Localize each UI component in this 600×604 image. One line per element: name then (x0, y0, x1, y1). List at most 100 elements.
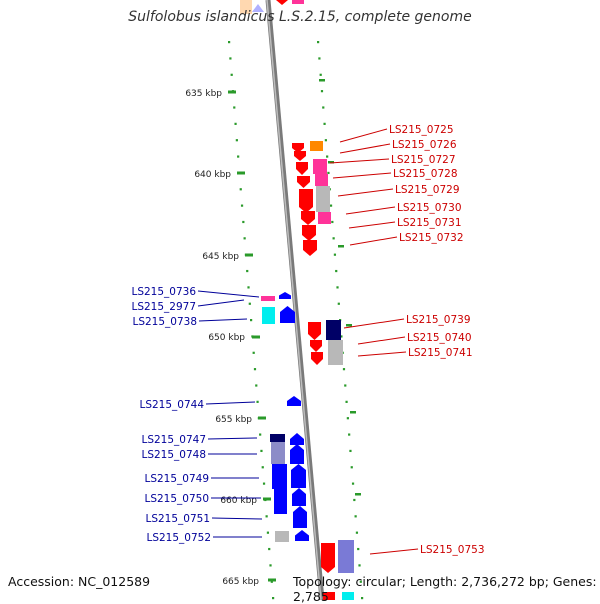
gene-box (342, 592, 354, 600)
track-dash (338, 245, 344, 248)
track-dot (235, 139, 238, 142)
track-dot (354, 515, 357, 518)
gene-label[interactable]: LS215_2977 (131, 301, 196, 313)
gene-label[interactable]: LS215_0729 (395, 184, 460, 196)
gene-box (292, 0, 304, 4)
track-dot (250, 319, 253, 322)
track-dot (324, 139, 327, 142)
gene-box (323, 592, 335, 600)
track-dot (261, 466, 264, 469)
gene-label[interactable]: LS215_0748 (141, 449, 206, 461)
track-dot (253, 368, 257, 371)
kbp-label: 635 kbp (185, 89, 222, 99)
gene-label[interactable]: LS215_0753 (420, 544, 485, 556)
gene-arrow-reverse (296, 162, 308, 175)
track-dot (350, 466, 353, 469)
gene-label[interactable]: LS215_0725 (389, 124, 454, 136)
genome-backbone (265, 0, 325, 601)
track-dot (240, 204, 244, 207)
gene-box (315, 174, 328, 186)
track-dot (337, 302, 340, 305)
gene-arrow-reverse (310, 340, 322, 352)
gene-arrow-forward (287, 396, 301, 406)
track-dot (259, 433, 262, 436)
gene-arrow (252, 4, 264, 12)
track-dot (319, 73, 322, 76)
track-dot (243, 237, 246, 240)
track-dot (237, 155, 240, 158)
track-dot (256, 400, 259, 403)
gene-label[interactable]: LS215_0732 (399, 232, 464, 244)
track-dot (349, 449, 352, 453)
label-leader-line (198, 318, 248, 322)
gene-label[interactable]: LS215_0744 (139, 399, 204, 411)
gene-box (326, 320, 341, 340)
gene-arrow-forward (280, 306, 295, 323)
gene-label[interactable]: LS215_0750 (144, 493, 209, 505)
track-dash (346, 324, 352, 327)
gene-label[interactable]: LS215_0730 (397, 202, 462, 214)
track-dot (348, 433, 351, 436)
gene-label[interactable]: LS215_0731 (397, 217, 462, 229)
genome-backbone-highlight (266, 0, 322, 601)
track-dot (320, 90, 324, 93)
kbp-tick-mark (228, 90, 236, 94)
gene-label[interactable]: LS215_0726 (392, 139, 457, 151)
track-dot (234, 122, 237, 125)
track-dot (345, 400, 348, 403)
gene-label[interactable]: LS215_0751 (145, 513, 210, 525)
gene-arrow-forward (290, 433, 304, 445)
gene-arrow-reverse (302, 225, 316, 241)
accession-label: Accession: NC_012589 (8, 574, 151, 589)
track-dot (230, 73, 233, 76)
track-dot (255, 384, 258, 387)
track-dot (318, 57, 321, 60)
label-leader-line (197, 290, 260, 298)
label-leader-line (205, 401, 256, 405)
gene-arrow-forward (290, 444, 304, 464)
gene-box (274, 489, 287, 514)
label-leader-line (345, 206, 396, 215)
kbp-tick-mark (245, 253, 253, 257)
label-leader-line (349, 236, 398, 246)
track-dot (270, 580, 273, 583)
label-leader-line (369, 548, 419, 555)
label-leader-line (343, 318, 405, 329)
track-dot (265, 515, 268, 518)
track-dot (327, 171, 330, 175)
track-dot (266, 531, 270, 534)
gene-box (271, 442, 285, 464)
gene-arrow-reverse (294, 151, 306, 161)
gene-box (313, 159, 327, 174)
gene-label[interactable]: LS215_0752 (146, 532, 211, 544)
gene-arrow-forward (279, 292, 291, 299)
gene-label[interactable]: LS215_0728 (393, 168, 458, 180)
track-dot (252, 351, 255, 354)
gene-box (318, 212, 331, 224)
track-dot (322, 106, 325, 109)
track-dot (268, 547, 271, 551)
gene-label[interactable]: LS215_0741 (408, 347, 473, 359)
track-dot (326, 155, 329, 158)
gene-label[interactable]: LS215_0738 (132, 316, 197, 328)
gene-label[interactable]: LS215_0739 (406, 314, 471, 326)
track-dot (336, 286, 339, 289)
gene-label[interactable]: LS215_0747 (141, 434, 206, 446)
gene-label[interactable]: LS215_0736 (131, 286, 196, 298)
kbp-label: 665 kbp (222, 577, 259, 587)
gene-label[interactable]: LS215_0749 (144, 473, 209, 485)
track-dot (260, 449, 263, 453)
label-leader-line (197, 299, 245, 307)
gene-label[interactable]: LS215_0727 (391, 154, 456, 166)
label-leader-line (339, 128, 388, 143)
track-dot (333, 253, 337, 256)
gene-box (328, 340, 343, 365)
gene-box (261, 296, 275, 301)
gene-label[interactable]: LS215_0740 (407, 332, 472, 344)
track-dot (239, 188, 242, 191)
kbp-tick-mark (258, 416, 266, 420)
kbp-label: 640 kbp (194, 170, 231, 180)
track-dot (344, 384, 347, 387)
